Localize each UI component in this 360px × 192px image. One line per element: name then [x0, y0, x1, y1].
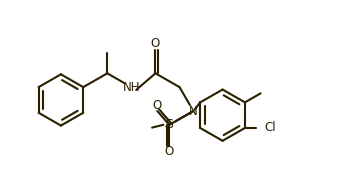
Text: Cl: Cl	[265, 122, 276, 134]
Text: O: O	[153, 99, 162, 112]
Text: O: O	[165, 145, 174, 158]
Text: S: S	[165, 118, 174, 131]
Text: N: N	[189, 104, 198, 118]
Text: NH: NH	[123, 81, 140, 94]
Text: O: O	[151, 37, 160, 50]
